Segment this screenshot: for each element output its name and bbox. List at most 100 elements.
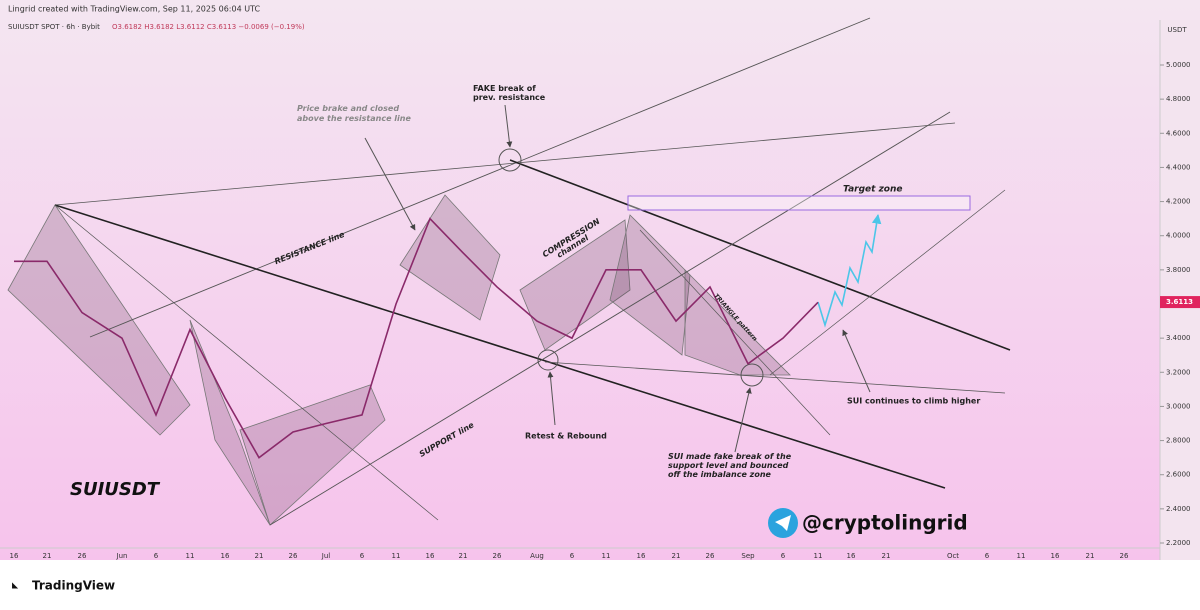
y-tick-label: 4.6000 — [1166, 129, 1191, 137]
channel-shape — [239, 384, 386, 526]
arrow — [547, 371, 556, 426]
annotation-line: FAKE break of — [473, 84, 536, 93]
x-tick-label: 26 — [1120, 552, 1129, 560]
trend-line — [509, 159, 1011, 351]
x-tick-label: Jul — [321, 552, 331, 560]
projected-path — [817, 214, 882, 328]
annotation: FAKE break of prev. resistance — [473, 84, 546, 102]
x-tick-label: 6 — [985, 552, 990, 560]
y-tick-label: 4.0000 — [1166, 232, 1191, 240]
pattern-shapes — [7, 194, 791, 526]
y-tick-label: 5.0000 — [1166, 61, 1191, 69]
trend-line — [544, 361, 1006, 394]
highlight-circle — [740, 363, 764, 387]
annotation: Price brake and closed above the resistan… — [297, 104, 411, 123]
x-tick-label: 16 — [10, 552, 19, 560]
trend-lines — [54, 17, 1011, 526]
x-tick-label: 21 — [255, 552, 264, 560]
y-tick-label: 3.2000 — [1166, 368, 1191, 376]
x-tick-label: 21 — [672, 552, 681, 560]
x-tick-label: 21 — [459, 552, 468, 560]
x-tick-label: 11 — [814, 552, 823, 560]
x-tick-label: 6 — [154, 552, 159, 560]
y-tick-label: 3.0000 — [1166, 402, 1191, 410]
x-tick-label: 11 — [186, 552, 195, 560]
handle: @cryptolingrid — [802, 511, 968, 535]
channel-shape — [609, 214, 691, 356]
annotation: Target zone — [843, 185, 903, 195]
annotation-line: SUI made fake break of the — [668, 452, 792, 461]
x-tick-label: Jun — [116, 552, 128, 560]
highlight-circle — [537, 349, 559, 371]
y-tick-label: 4.8000 — [1166, 95, 1191, 103]
price-line — [14, 217, 819, 459]
x-tick-label: 21 — [1086, 552, 1095, 560]
trend-line — [639, 229, 831, 436]
price-axis — [1160, 20, 1200, 560]
x-tick-label: 6 — [360, 552, 365, 560]
annotation: SUI continues to climb higher — [847, 397, 980, 406]
y-tick-label: 2.6000 — [1166, 471, 1191, 479]
x-tick-label: Oct — [947, 552, 959, 560]
x-tick-label: Aug — [530, 552, 544, 560]
trend-line — [54, 122, 956, 206]
x-tick-label: 26 — [289, 552, 298, 560]
tv-logo: ◣ — [12, 581, 19, 590]
highlight-circle — [498, 148, 522, 172]
x-tick-label: 21 — [43, 552, 52, 560]
currency: USDT — [1167, 26, 1187, 34]
chart-background — [0, 0, 1200, 560]
ticker-watermark: SUIUSDT — [70, 479, 161, 500]
y-tick-label: 4.2000 — [1166, 198, 1191, 206]
y-tick-label: 2.4000 — [1166, 505, 1191, 513]
trend-line — [54, 204, 946, 489]
x-tick-label: 6 — [781, 552, 786, 560]
x-tick-label: 26 — [706, 552, 715, 560]
support-line — [269, 111, 951, 526]
y-tick-label: 2.2000 — [1166, 539, 1191, 547]
x-tick-label: 21 — [882, 552, 891, 560]
y-tick-label: 4.4000 — [1166, 163, 1191, 171]
x-tick-label: 16 — [637, 552, 646, 560]
trend-line — [769, 189, 1006, 376]
annotation-line: prev. resistance — [473, 93, 546, 102]
last-price-box — [1160, 296, 1200, 309]
x-tick-label: 16 — [426, 552, 435, 560]
annotation: Retest & Rebound — [525, 432, 607, 441]
x-tick-label: 16 — [1051, 552, 1060, 560]
x-tick-label: 6 — [570, 552, 575, 560]
x-tick-label: 26 — [493, 552, 502, 560]
y-tick-label: 3.8000 — [1166, 266, 1191, 274]
telegram-plane — [775, 515, 791, 531]
x-tick-label: 26 — [78, 552, 87, 560]
annotation: SUI made fake break of the support level … — [668, 452, 792, 479]
symbol: SUIUSDT SPOT · 6h · Bybit — [8, 23, 100, 31]
annotation-line: above the resistance line — [297, 114, 411, 123]
arrow — [364, 137, 416, 231]
last-price-label: 3.6113 — [1166, 298, 1193, 306]
x-tick-label: 11 — [1017, 552, 1026, 560]
target-zone — [627, 195, 971, 211]
x-tick-label: 11 — [602, 552, 611, 560]
arrow — [504, 104, 513, 148]
y-tick-label: 3.4000 — [1166, 334, 1191, 342]
trend-line — [54, 204, 439, 521]
credit: Lingrid created with TradingView.com, Se… — [8, 5, 260, 14]
channel-shape — [7, 204, 191, 436]
ohlc: O3.6182 H3.6182 L3.6112 C3.6113 −0.0069 … — [112, 23, 305, 31]
arrow — [734, 387, 752, 453]
annotation-line: Price brake and closed — [297, 104, 399, 113]
x-tick-label: 16 — [847, 552, 856, 560]
x-tick-label: 16 — [221, 552, 230, 560]
annotation-line: off the imbalance zone — [668, 470, 772, 479]
x-tick-label: 11 — [392, 552, 401, 560]
resistance-line — [89, 17, 871, 338]
channel-shape — [519, 219, 631, 351]
annotation-line: support level and bounced — [668, 461, 789, 470]
x-tick-label: Sep — [741, 552, 755, 560]
arrow — [842, 329, 871, 393]
brand: TradingView — [32, 579, 115, 593]
plot: 2.2000 2.4000 2.6000 2.8000 3.0000 3.2000 3.40… — [10, 61, 1200, 560]
y-tick-label: 2.8000 — [1166, 437, 1191, 445]
